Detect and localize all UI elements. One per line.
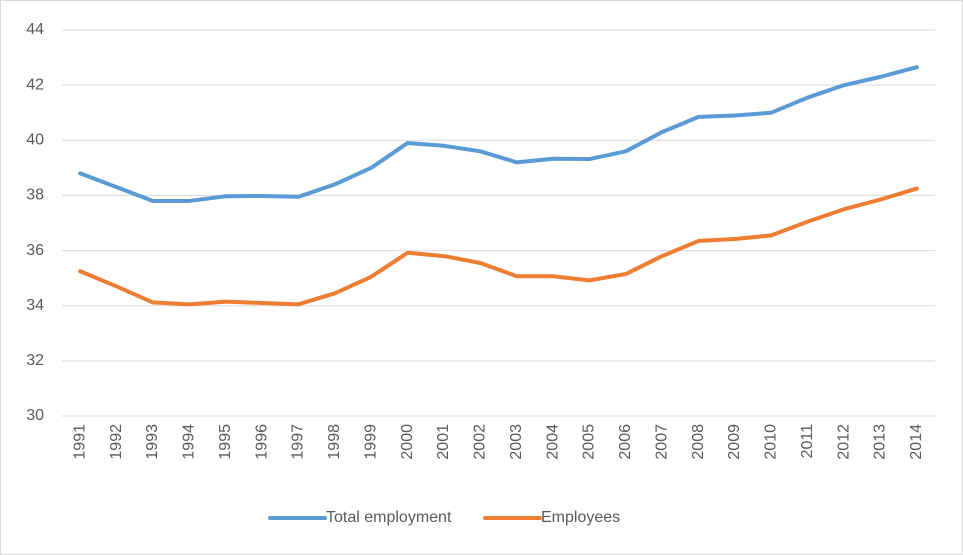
x-tick-label: 2010 (763, 424, 780, 460)
x-tick-label: 1998 (326, 424, 343, 460)
legend-label: Employees (541, 509, 620, 526)
y-tick-label: 38 (26, 187, 44, 204)
x-tick-label: 2003 (508, 424, 525, 460)
x-tick-label: 2000 (399, 424, 416, 460)
x-tick-label: 1997 (290, 424, 307, 460)
x-tick-label: 1996 (253, 424, 270, 460)
x-tick-label: 2005 (581, 424, 598, 460)
x-tick-label: 1995 (217, 424, 234, 460)
data-line (78, 186, 919, 307)
y-tick-label: 32 (26, 352, 44, 369)
x-tick-label: 1994 (181, 424, 198, 460)
y-tick-label: 34 (26, 297, 44, 314)
x-tick-label: 2009 (726, 424, 743, 460)
x-tick-label: 2008 (690, 424, 707, 460)
x-tick-label: 1992 (108, 424, 125, 460)
x-tick-label: 2002 (472, 424, 489, 460)
x-tick-label: 2001 (435, 424, 452, 460)
x-tick-label: 2013 (872, 424, 889, 460)
x-tick-label: 1993 (144, 424, 161, 460)
x-tick-label: 2006 (617, 424, 634, 460)
x-tick-label: 1999 (362, 424, 379, 460)
y-tick-label: 30 (26, 407, 44, 424)
y-tick-label: 40 (26, 132, 44, 149)
y-tick-label: 44 (26, 21, 44, 38)
x-tick-label: 2014 (908, 424, 925, 460)
data-line (78, 65, 919, 203)
y-tick-label: 42 (26, 76, 44, 93)
x-tick-label: 2007 (653, 424, 670, 460)
x-tick-label: 1991 (71, 424, 88, 460)
y-tick-label: 36 (26, 242, 44, 259)
x-tick-label: 2012 (835, 424, 852, 460)
x-tick-label: 2004 (544, 424, 561, 460)
legend-label: Total employment (326, 509, 452, 526)
x-tick-label: 2011 (799, 424, 816, 459)
